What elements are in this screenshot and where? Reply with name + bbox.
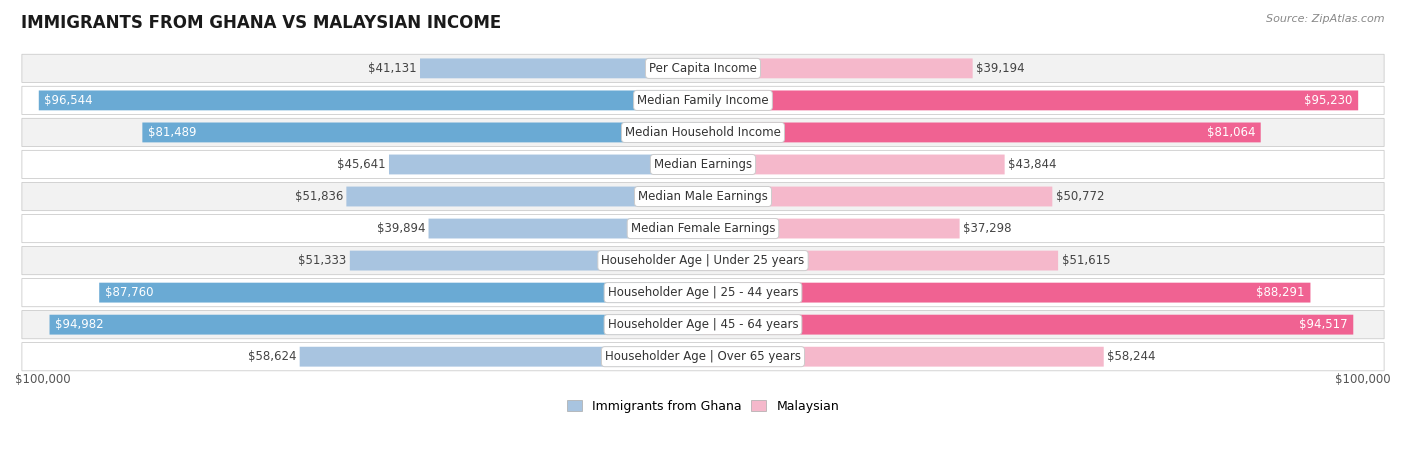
FancyBboxPatch shape [22,343,1384,371]
Text: $51,836: $51,836 [294,190,343,203]
Text: Median Male Earnings: Median Male Earnings [638,190,768,203]
FancyBboxPatch shape [703,251,1059,270]
Text: $94,517: $94,517 [1299,318,1348,331]
Text: $41,131: $41,131 [368,62,416,75]
Text: $58,244: $58,244 [1107,350,1156,363]
Text: Source: ZipAtlas.com: Source: ZipAtlas.com [1267,14,1385,24]
Text: $51,333: $51,333 [298,254,346,267]
FancyBboxPatch shape [22,86,1384,114]
Text: $45,641: $45,641 [337,158,385,171]
FancyBboxPatch shape [22,311,1384,339]
FancyBboxPatch shape [703,347,1104,367]
Text: Median Family Income: Median Family Income [637,94,769,107]
FancyBboxPatch shape [142,122,703,142]
Text: Median Female Earnings: Median Female Earnings [631,222,775,235]
Text: $88,291: $88,291 [1257,286,1305,299]
Text: $100,000: $100,000 [15,373,70,386]
Text: Median Earnings: Median Earnings [654,158,752,171]
Text: $94,982: $94,982 [55,318,104,331]
Text: $51,615: $51,615 [1062,254,1111,267]
Text: $96,544: $96,544 [44,94,93,107]
Text: $50,772: $50,772 [1056,190,1104,203]
Text: $39,894: $39,894 [377,222,425,235]
FancyBboxPatch shape [22,54,1384,83]
FancyBboxPatch shape [346,187,703,206]
Text: $37,298: $37,298 [963,222,1011,235]
FancyBboxPatch shape [22,278,1384,307]
FancyBboxPatch shape [703,219,960,239]
Text: Per Capita Income: Per Capita Income [650,62,756,75]
Text: Householder Age | Under 25 years: Householder Age | Under 25 years [602,254,804,267]
FancyBboxPatch shape [22,247,1384,275]
Text: $81,489: $81,489 [148,126,197,139]
Text: IMMIGRANTS FROM GHANA VS MALAYSIAN INCOME: IMMIGRANTS FROM GHANA VS MALAYSIAN INCOM… [21,14,502,32]
Text: Median Household Income: Median Household Income [626,126,780,139]
Text: $95,230: $95,230 [1305,94,1353,107]
FancyBboxPatch shape [389,155,703,174]
FancyBboxPatch shape [703,122,1261,142]
Text: $39,194: $39,194 [976,62,1025,75]
FancyBboxPatch shape [39,91,703,110]
Text: $87,760: $87,760 [104,286,153,299]
FancyBboxPatch shape [703,187,1052,206]
Text: $58,624: $58,624 [247,350,297,363]
Text: $43,844: $43,844 [1008,158,1056,171]
FancyBboxPatch shape [703,315,1354,334]
Text: $100,000: $100,000 [1336,373,1391,386]
FancyBboxPatch shape [703,91,1358,110]
Text: $81,064: $81,064 [1206,126,1256,139]
FancyBboxPatch shape [350,251,703,270]
FancyBboxPatch shape [22,214,1384,243]
FancyBboxPatch shape [420,58,703,78]
Text: Householder Age | 25 - 44 years: Householder Age | 25 - 44 years [607,286,799,299]
FancyBboxPatch shape [22,150,1384,178]
FancyBboxPatch shape [703,155,1005,174]
Text: Householder Age | 45 - 64 years: Householder Age | 45 - 64 years [607,318,799,331]
FancyBboxPatch shape [22,183,1384,211]
FancyBboxPatch shape [22,118,1384,147]
Legend: Immigrants from Ghana, Malaysian: Immigrants from Ghana, Malaysian [562,395,844,417]
Text: Householder Age | Over 65 years: Householder Age | Over 65 years [605,350,801,363]
FancyBboxPatch shape [703,283,1310,303]
FancyBboxPatch shape [299,347,703,367]
FancyBboxPatch shape [100,283,703,303]
FancyBboxPatch shape [429,219,703,239]
FancyBboxPatch shape [49,315,703,334]
FancyBboxPatch shape [703,58,973,78]
